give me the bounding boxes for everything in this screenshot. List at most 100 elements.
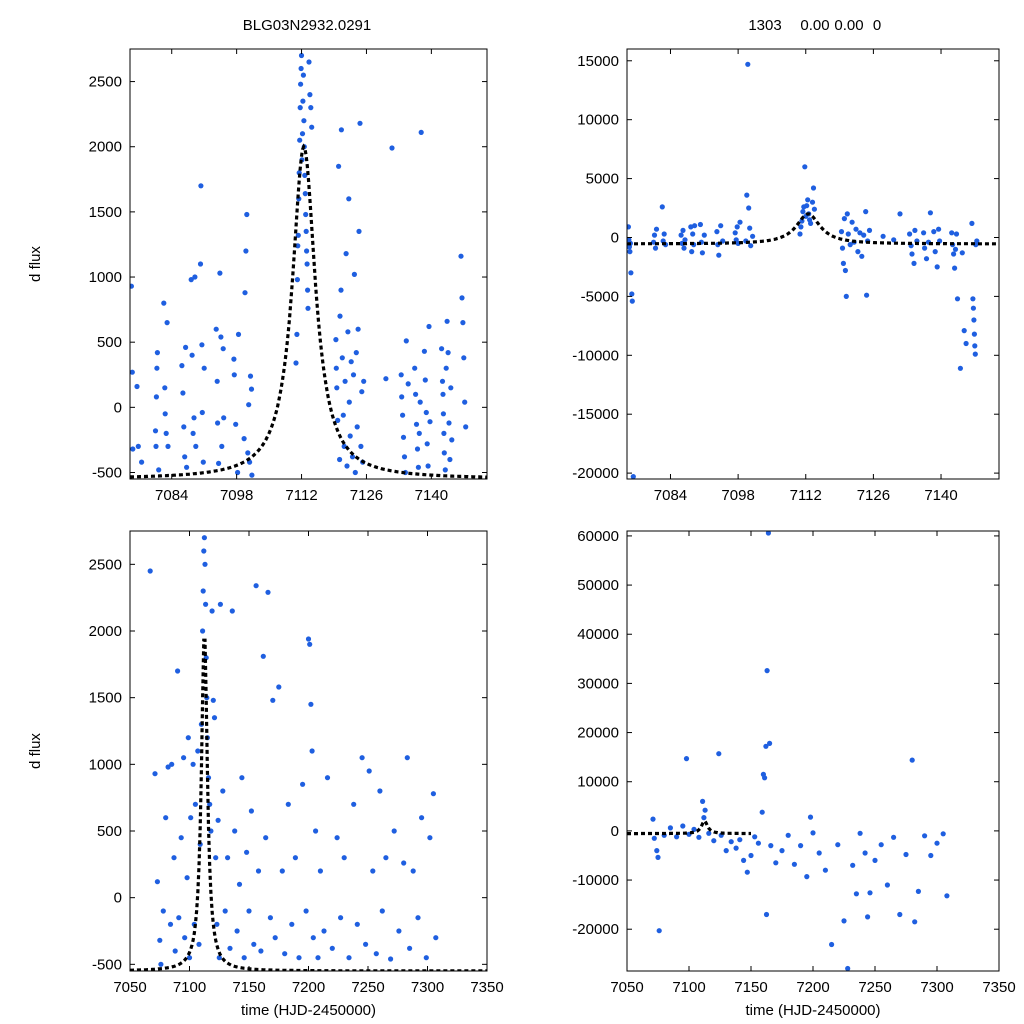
title-value-1: 1303: [748, 17, 781, 34]
panel-title-right: 1303 0.00 0.00 0: [748, 17, 881, 34]
data-point: [674, 834, 680, 840]
data-point: [308, 105, 314, 111]
data-point: [440, 411, 446, 417]
data-point: [195, 748, 201, 754]
data-point: [923, 256, 930, 262]
data-point: [909, 757, 915, 763]
data-point: [651, 835, 657, 841]
data-point: [427, 835, 433, 841]
data-point: [298, 52, 305, 59]
data-point: [190, 761, 196, 767]
panel-top-right: 7084 7098 7112 7126 7140 -20000 -15000 -10000 -5…: [572, 48, 1000, 504]
data-point: [189, 352, 195, 358]
data-point: [182, 935, 188, 941]
data-point: [298, 81, 304, 87]
y-tick-label: 1000: [89, 269, 122, 286]
data-point: [763, 743, 769, 749]
data-point: [338, 287, 344, 293]
data-point: [934, 840, 940, 846]
panels: 7084 7098 7112 7126 7140-5000500100015002000…: [27, 48, 1016, 1019]
data-point: [922, 833, 928, 839]
data-point: [293, 360, 299, 366]
data-point: [130, 283, 134, 289]
data-point: [388, 956, 394, 962]
data-point: [963, 340, 969, 347]
data-point: [178, 835, 184, 841]
data-point: [952, 265, 958, 271]
data-point: [700, 798, 706, 805]
data-point: [655, 854, 661, 861]
data-point: [418, 129, 424, 135]
y-tick-label: 0: [611, 229, 619, 246]
data-point: [307, 92, 313, 98]
data-point: [239, 775, 245, 781]
data-point: [768, 843, 774, 849]
data-point: [912, 227, 918, 233]
data-point: [317, 868, 323, 874]
data-point: [167, 921, 174, 927]
data-point: [400, 412, 406, 418]
data-point: [692, 223, 698, 229]
data-point: [231, 356, 237, 362]
data-point: [183, 344, 189, 350]
data-point: [800, 209, 806, 215]
data-point: [745, 61, 751, 67]
data-point: [689, 249, 695, 255]
data-point: [315, 955, 321, 961]
data-point: [357, 120, 363, 126]
data-point: [951, 251, 957, 257]
data-point: [747, 225, 753, 231]
data-point: [970, 305, 977, 311]
data-point: [667, 825, 674, 831]
data-point: [338, 127, 344, 133]
data-point: [921, 230, 927, 236]
data-point: [934, 264, 940, 270]
data-point: [809, 199, 816, 205]
data-point: [741, 857, 747, 864]
x-tick-label: 7140: [924, 487, 957, 504]
data-point: [415, 464, 421, 470]
data-point: [400, 434, 407, 440]
y-tick-label: 20000: [577, 725, 619, 742]
data-point: [185, 735, 191, 741]
data-point: [303, 211, 309, 218]
y-tick-label: -10000: [572, 872, 619, 889]
data-point: [737, 219, 743, 225]
data-point: [706, 830, 712, 836]
data-point: [217, 270, 223, 276]
data-point: [445, 350, 451, 356]
data-point: [157, 937, 163, 943]
data-point: [798, 224, 804, 230]
data-point: [864, 292, 870, 298]
data-point: [344, 463, 350, 469]
data-point: [383, 376, 389, 382]
data-point: [163, 815, 169, 821]
data-point: [701, 232, 707, 238]
data-point: [305, 305, 311, 311]
data-point: [130, 369, 135, 375]
data-point: [190, 430, 196, 436]
data-point: [171, 855, 177, 861]
x-tick-label: 7084: [155, 487, 188, 504]
panel-bottom-left: 7050 7100 7150 7200 7250 7300 7350 -500 0 500 1000…: [27, 530, 504, 1019]
data-point: [220, 346, 226, 352]
data-point: [443, 365, 449, 371]
data-point: [181, 755, 187, 761]
data-point: [244, 849, 250, 855]
data-point: [403, 338, 409, 344]
data-point: [424, 441, 430, 447]
data-point: [333, 365, 339, 371]
x-tick-label: 7250: [858, 979, 891, 996]
data-point: [678, 232, 684, 238]
data-point: [303, 908, 309, 914]
data-point: [214, 921, 220, 927]
data-point: [629, 291, 635, 297]
data-point: [627, 249, 633, 255]
data-point: [838, 229, 845, 235]
data-point: [682, 237, 688, 243]
data-point: [134, 383, 140, 390]
data-point: [309, 748, 315, 754]
data-point: [211, 715, 218, 721]
x-tick-label: 7100: [672, 979, 705, 996]
data-point: [444, 318, 450, 324]
